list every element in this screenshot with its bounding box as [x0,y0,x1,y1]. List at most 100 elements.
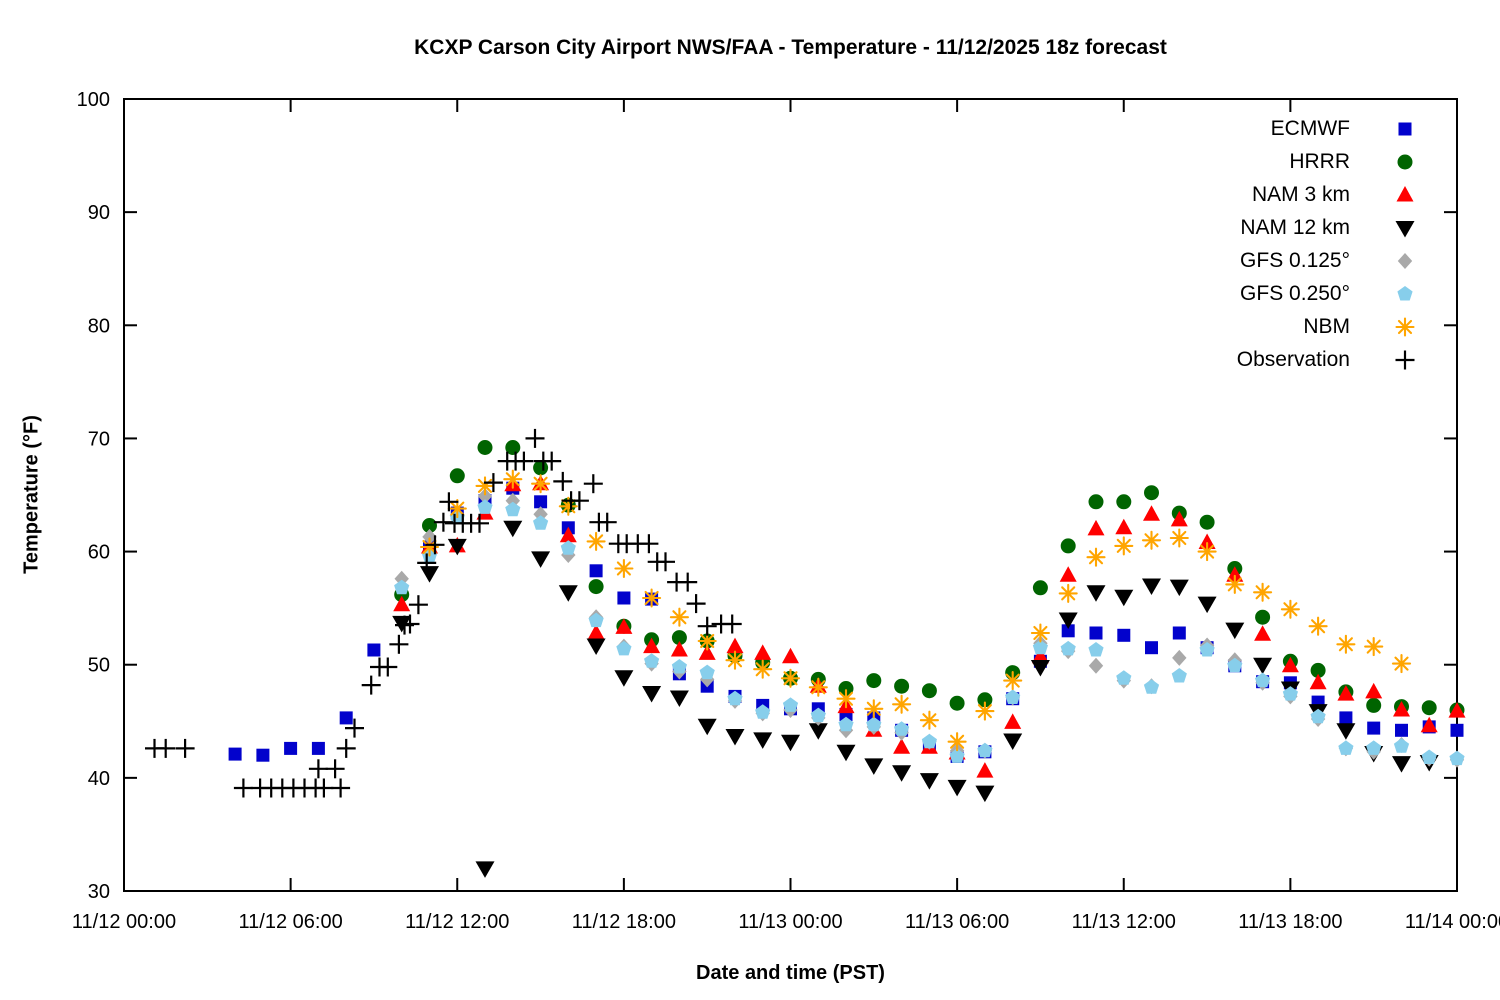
data-point [1367,721,1381,735]
data-point [1396,185,1414,201]
data-point [1031,647,1049,664]
data-point [1398,122,1412,135]
y-tick-label: 90 [88,202,110,224]
data-point [643,637,661,654]
data-point [615,618,633,634]
data-point [393,595,411,612]
data-point [553,471,573,491]
legend-item-label: GFS 0.250° [1240,281,1350,305]
data-point [477,499,493,514]
data-point [1365,682,1383,699]
data-point [314,778,334,798]
data-point [727,690,743,706]
nam-3-km-marker-icon [1396,185,1414,201]
data-point [1169,579,1189,597]
data-point [1171,668,1187,683]
data-point [422,528,437,545]
data-point [1170,510,1188,527]
data-point [561,547,576,563]
data-point [587,624,605,640]
data-point [1366,740,1382,755]
chart-title: KCXP Carson City Airport NWS/FAA - Tempe… [414,36,1167,59]
data-point [503,469,523,489]
data-point [669,607,689,627]
legend-item-label: ECMWF [1270,116,1350,140]
data-point [233,778,253,798]
data-point [919,773,939,790]
x-tick-label: 11/12 12:00 [405,911,509,933]
data-point [1421,749,1437,764]
data-point [1032,639,1048,655]
data-point [1395,723,1408,737]
data-point [780,668,801,688]
data-point [1336,723,1356,740]
data-point [505,492,520,509]
data-point [1280,599,1300,619]
data-point [753,659,773,679]
data-point [533,460,549,476]
y-tick-label: 30 [88,881,110,903]
x-tick-label: 11/14 00:00 [1405,911,1500,933]
data-point [894,721,910,736]
data-point [671,630,687,646]
data-point [1338,740,1354,755]
data-point [725,729,745,746]
data-point [614,558,634,579]
x-axis-label: Date and time (PST) [696,962,885,984]
data-point [975,701,995,721]
legend-item-label: NBM [1303,314,1350,338]
data-point [589,564,603,578]
data-point [1225,622,1245,640]
data-point [1449,750,1465,766]
legend-item-nam-3-km: NAM 3 km [1150,178,1460,211]
legend-item-nbm: NBM [1150,310,1460,343]
data-point [417,553,437,573]
data-point [782,697,799,712]
data-point [1088,642,1104,657]
data-point [389,634,409,654]
data-point [755,704,771,719]
legend-item-label: NAM 3 km [1251,182,1350,206]
data-point [339,711,353,725]
data-point [422,518,437,533]
data-point [1059,566,1077,582]
data-point [1003,733,1023,750]
data-point [1060,538,1076,554]
data-point [1450,723,1464,737]
data-point [977,742,993,758]
data-point [514,451,534,471]
data-point [808,677,828,697]
data-point [1060,640,1076,656]
legend-item-label: NAM 12 km [1240,215,1350,239]
data-point [394,570,409,587]
data-point [1421,700,1437,716]
data-point [1255,672,1271,688]
data-point [477,488,493,505]
data-point [425,535,445,555]
data-point [977,692,993,708]
data-point [1197,542,1217,562]
data-point [1393,701,1410,717]
data-point [1225,574,1245,594]
series-nam-12-km [392,520,1439,878]
data-point [642,588,662,608]
data-point [1395,316,1415,337]
x-tick-label: 11/13 18:00 [1238,911,1342,933]
data-point [1143,679,1160,694]
data-point [1310,662,1326,678]
data-point [781,734,800,752]
data-point [1003,671,1023,691]
legend: ECMWF HRRR NAM 3 km NAM 12 km GFS 0.125° GFS … [1150,112,1460,376]
data-point [838,681,854,696]
data-point [586,638,606,655]
data-point [1420,716,1438,733]
data-point [475,476,495,496]
data-point [1336,634,1356,654]
data-point [331,778,351,798]
data-point [1087,519,1105,536]
y-tick-label: 100 [77,89,110,111]
data-point [533,515,549,530]
data-point [586,531,606,551]
data-point [583,474,603,494]
